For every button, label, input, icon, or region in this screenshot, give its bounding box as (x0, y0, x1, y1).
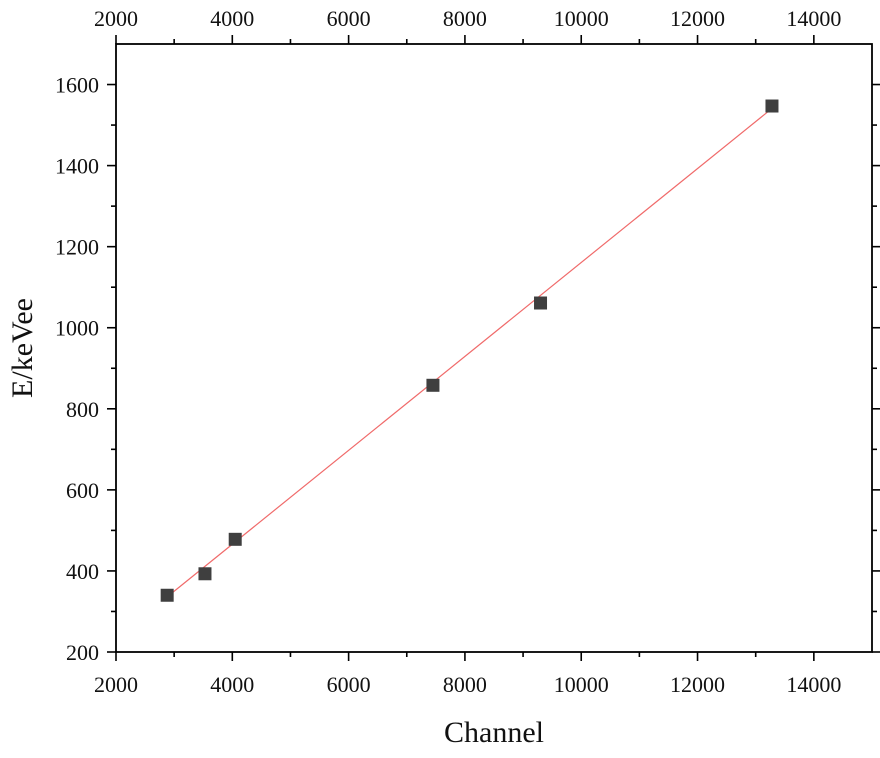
plot-frame (115, 43, 873, 653)
data-point (534, 296, 548, 310)
data-point (160, 588, 174, 602)
x-tick-label-bottom: 10000 (554, 672, 609, 697)
y-axis-title: E/keVee (6, 298, 39, 398)
y-tick-label: 1000 (55, 316, 99, 341)
x-tick-label-top: 4000 (210, 6, 254, 31)
x-tick-label-bottom: 14000 (786, 672, 841, 697)
y-tick-label: 800 (66, 397, 99, 422)
data-point (765, 99, 779, 113)
ticks-layer: 2000 2000 4000 4000 6000 6000 8000 8000 10000 100… (55, 6, 880, 697)
fit-line (166, 107, 773, 598)
x-tick-label-top: 10000 (554, 6, 609, 31)
y-tick-label: 1200 (55, 235, 99, 260)
data-point (228, 532, 242, 546)
x-tick-label-bottom: 2000 (94, 672, 138, 697)
x-tick-label-bottom: 8000 (443, 672, 487, 697)
data-point (426, 378, 440, 392)
x-tick-label-top: 8000 (443, 6, 487, 31)
x-tick-label-top: 12000 (670, 6, 725, 31)
x-tick-label-bottom: 6000 (327, 672, 371, 697)
x-tick-label-top: 14000 (786, 6, 841, 31)
x-axis-title: Channel (444, 716, 544, 749)
y-tick-label: 1400 (55, 154, 99, 179)
y-tick-label: 200 (66, 640, 99, 665)
x-tick-label-bottom: 4000 (210, 672, 254, 697)
y-tick-label: 1600 (55, 73, 99, 98)
x-tick-label-top: 6000 (327, 6, 371, 31)
y-tick-label: 600 (66, 478, 99, 503)
series-layer (160, 99, 779, 602)
y-tick-label: 400 (66, 559, 99, 584)
x-tick-label-bottom: 12000 (670, 672, 725, 697)
data-point (198, 567, 212, 581)
x-tick-label-top: 2000 (94, 6, 138, 31)
